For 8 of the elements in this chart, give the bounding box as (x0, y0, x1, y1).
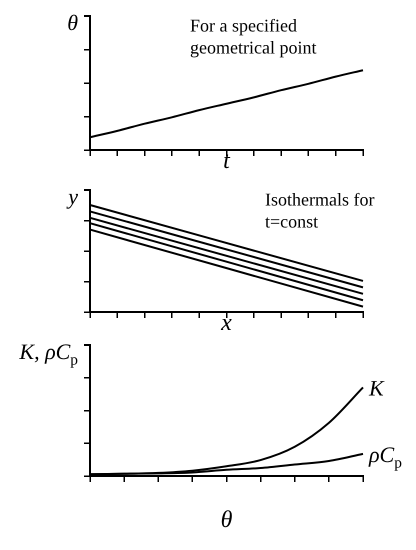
annotation: Isothermals for t=const (265, 190, 374, 232)
series-label: K (368, 375, 385, 400)
x-axis-title: t (223, 148, 232, 174)
x-axis-title: x (220, 310, 232, 336)
text: For a specified geometrical point (190, 16, 316, 58)
x-axis-title: θ (220, 507, 233, 533)
y-axis-title: y (66, 184, 78, 209)
y-axis-title: θ (67, 10, 78, 35)
